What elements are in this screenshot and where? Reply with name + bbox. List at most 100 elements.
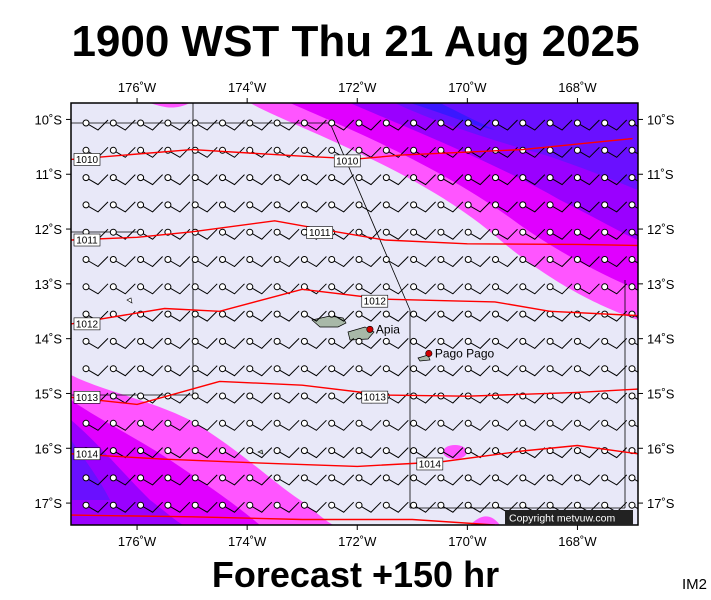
wind-barb <box>546 119 573 131</box>
wind-barb <box>164 447 191 459</box>
wind-barb <box>601 201 628 213</box>
lat-label-right: 11˚S <box>647 167 674 182</box>
isobar-label: 1012 <box>73 317 101 330</box>
wind-barb <box>519 256 546 268</box>
wind-barb <box>382 310 409 322</box>
wind-barb <box>109 419 136 431</box>
wind-barb <box>191 283 218 295</box>
isobar-label: 1012 <box>361 294 389 308</box>
wind-barb <box>355 419 382 431</box>
image-tag-label: IM2 <box>682 576 708 593</box>
wind-barb <box>219 365 245 377</box>
wind-barb <box>492 337 518 350</box>
wind-barb <box>437 419 464 431</box>
wind-barb <box>573 283 600 295</box>
wind-barb <box>464 419 491 431</box>
wind-barb <box>82 501 109 513</box>
wind-barb <box>492 256 518 268</box>
wind-barb <box>82 310 109 322</box>
wind-barb <box>519 174 546 186</box>
lat-label-right: 15˚S <box>647 386 675 401</box>
wind-barb <box>382 283 409 295</box>
wind-barb <box>382 419 409 431</box>
wind-barb <box>273 283 300 295</box>
wind-barb <box>492 474 518 486</box>
wind-barb <box>109 501 136 513</box>
wind-barb <box>219 419 245 431</box>
wind-barb <box>601 228 628 240</box>
isobar-label: 1013 <box>361 390 389 404</box>
wind-barb <box>573 201 600 213</box>
lon-label-bottom: 176˚W <box>118 534 157 549</box>
forecast-time-title: 1900 WST Thu 21 Aug 2025 <box>71 17 640 66</box>
wind-barb <box>464 365 491 377</box>
copyright-text: Copyright metvuw.com <box>509 513 615 525</box>
lat-label-right: 17˚S <box>647 496 675 511</box>
wind-barb <box>464 283 491 295</box>
wind-barb <box>519 474 546 486</box>
wind-barb <box>601 283 628 295</box>
wind-barb <box>492 201 518 213</box>
wind-barb <box>273 474 300 486</box>
wind-barb <box>519 119 546 131</box>
wind-barb <box>246 310 273 322</box>
wind-barb <box>573 337 600 350</box>
wind-barb <box>300 392 327 404</box>
wind-barb <box>328 419 355 431</box>
wind-barb <box>546 228 573 240</box>
wind-barb <box>137 174 163 186</box>
wind-barb <box>464 201 491 213</box>
wind-barb <box>464 447 491 459</box>
land-layer <box>126 297 431 455</box>
svg-text:1014: 1014 <box>419 459 442 470</box>
svg-text:1014: 1014 <box>76 449 99 460</box>
wind-barb <box>437 337 464 350</box>
wind-barb <box>410 201 436 213</box>
svg-text:1011: 1011 <box>309 228 331 239</box>
wind-barb <box>437 174 464 186</box>
lat-label-right: 16˚S <box>647 441 675 456</box>
wind-barb <box>628 365 638 373</box>
wind-barb <box>164 474 191 486</box>
wind-barb <box>492 310 518 322</box>
wind-barb <box>273 419 300 431</box>
wind-barb <box>492 228 518 240</box>
wind-barb <box>464 119 491 131</box>
wind-barb <box>519 365 546 377</box>
wind-barb <box>546 337 573 350</box>
wind-barb <box>437 474 464 486</box>
wind-barb <box>464 501 491 513</box>
wind-barb <box>464 256 491 268</box>
wind-barb <box>219 392 245 404</box>
map-frame <box>70 102 639 526</box>
wind-barb <box>273 146 300 158</box>
wind-barb <box>273 337 300 350</box>
wind-barb <box>464 228 491 240</box>
wind-barb <box>464 474 491 486</box>
wind-barb <box>137 337 163 350</box>
wind-barb <box>273 365 300 377</box>
isobar-label: 1011 <box>306 226 334 239</box>
wind-barb <box>82 365 109 377</box>
wind-barb <box>246 365 273 377</box>
wind-barb <box>191 337 218 350</box>
wind-barb <box>573 228 600 240</box>
wind-barb <box>246 474 273 486</box>
wind-barb <box>410 283 436 295</box>
wind-barb <box>328 174 355 186</box>
isobar-line <box>71 380 638 406</box>
isobars-layer: 1010 1010 1011 1011 1012 1012 1013 1013 1014 1014 <box>71 137 638 525</box>
wind-barb <box>137 283 163 295</box>
wind-barb <box>437 365 464 377</box>
wind-barb <box>437 447 464 459</box>
isobar-label: 1010 <box>333 154 361 167</box>
wind-barb <box>246 201 273 213</box>
wind-barb <box>137 474 163 486</box>
wind-barb <box>219 474 245 486</box>
wind-barb <box>437 256 464 268</box>
forecast-hour-label: Forecast +150 hr <box>211 554 500 595</box>
wind-barb <box>273 392 300 404</box>
wind-barb <box>109 283 136 295</box>
wind-barb <box>300 447 327 459</box>
